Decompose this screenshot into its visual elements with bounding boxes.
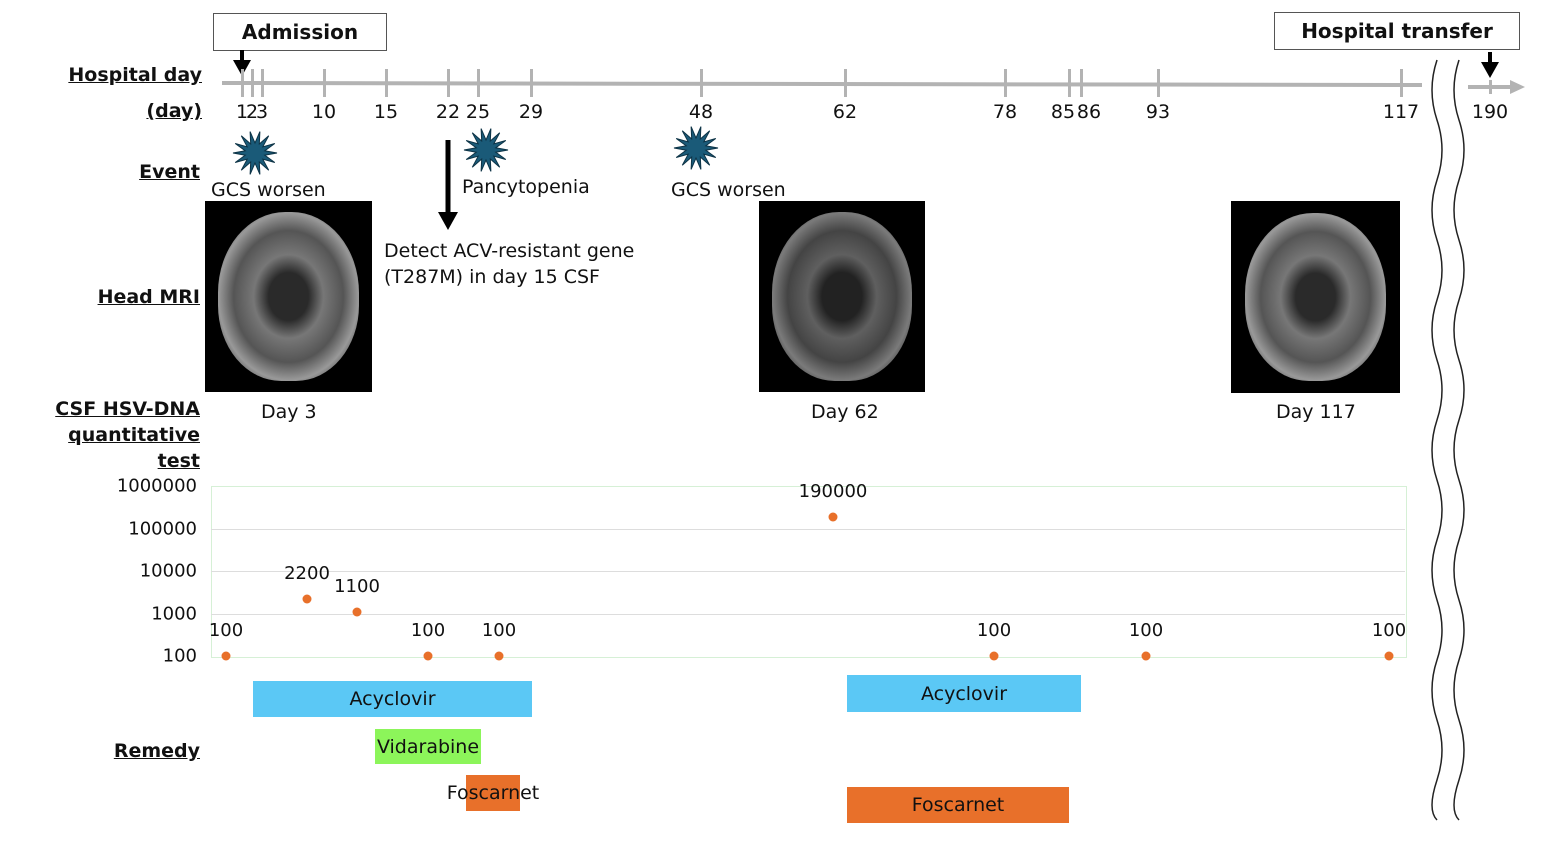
axis-tick: [1489, 80, 1492, 94]
axis-tick-label: 93: [1145, 101, 1171, 123]
event-star-icon: [673, 126, 719, 170]
axis-tick-label: 117: [1382, 101, 1420, 123]
axis-line: [221, 81, 1423, 87]
hospital-transfer-box: Hospital transfer: [1274, 12, 1520, 50]
admission-arrow-icon: [233, 50, 251, 76]
data-point: [423, 651, 433, 661]
event-star-icon: [463, 128, 509, 172]
data-label: 100: [1371, 620, 1407, 641]
axis-tick-label: 62: [832, 101, 858, 123]
gene-annotation-line1: Detect ACV-resistant gene: [384, 240, 635, 262]
axis-tick: [1400, 69, 1403, 97]
gene-detect-arrow-icon: [438, 140, 458, 230]
axis-tick: [477, 69, 480, 97]
axis-tick: [447, 69, 450, 97]
axis-tick-label: 86: [1076, 101, 1102, 123]
axis-tick-label: 1: [235, 101, 249, 123]
mri-image-day117: [1231, 201, 1400, 393]
csf-label-1: CSF HSV-DNA: [55, 398, 200, 420]
axis-tick: [1004, 69, 1007, 97]
data-label: 100: [481, 620, 517, 641]
axis-tick: [530, 69, 533, 97]
y-tick-label: 1000000: [116, 475, 197, 497]
axis-tick-label: 10: [311, 101, 337, 123]
axis-tick-label: 29: [518, 101, 544, 123]
axis-tick-label: 85: [1050, 101, 1076, 123]
data-point: [494, 651, 504, 661]
data-label: 100: [1128, 620, 1164, 641]
mri-caption: Day 3: [261, 401, 317, 423]
data-point: [1384, 651, 1394, 661]
gridline: [211, 528, 1405, 530]
event-star-icon: [232, 131, 278, 175]
remedy-bar-acyclovir: Acyclovir: [253, 681, 532, 717]
axis-tick-label: 25: [465, 101, 491, 123]
mri-image-day3: [205, 201, 372, 392]
day-unit-label: (day): [146, 100, 202, 122]
remedy-bar-foscarnet: Foscarnet: [447, 775, 539, 811]
axis-tick: [1068, 69, 1071, 97]
data-point: [302, 594, 312, 604]
gene-annotation-line2: (T287M) in day 15 CSF: [384, 266, 600, 288]
break-wave-icon: [1431, 59, 1443, 821]
axis-tick-label: 2: [245, 101, 259, 123]
event-label: Event: [139, 161, 200, 183]
axis-tick: [1157, 69, 1160, 97]
axis-tick: [241, 69, 244, 97]
mri-caption: Day 62: [811, 401, 879, 423]
csf-label-3: test: [157, 450, 200, 472]
y-tick-label: 100000: [128, 518, 197, 539]
event-label-pancytopenia: Pancytopenia: [462, 176, 590, 198]
axis-tick: [251, 69, 254, 97]
remedy-label: Remedy: [113, 740, 200, 762]
break-wave-icon: [1453, 59, 1465, 821]
axis-tick: [323, 69, 326, 97]
transfer-label: Hospital transfer: [1301, 19, 1493, 43]
gridline: [211, 613, 1405, 615]
axis-tick-label: 3: [255, 101, 269, 123]
data-label: 100: [208, 620, 244, 641]
axis-tick: [261, 69, 264, 97]
remedy-bar-foscarnet-2: Foscarnet: [847, 787, 1069, 823]
head-mri-label: Head MRI: [97, 286, 200, 308]
data-label: 100: [976, 620, 1012, 641]
admission-box: Admission: [213, 13, 387, 51]
y-tick-label: 10000: [139, 560, 197, 582]
event-label-gcs-worsen-1: GCS worsen: [211, 179, 326, 201]
axis-tick: [1080, 69, 1083, 97]
admission-label: Admission: [241, 20, 359, 44]
data-point: [989, 651, 999, 661]
axis-tick: [700, 69, 703, 97]
event-label-gcs-worsen-2: GCS worsen: [671, 179, 786, 201]
data-label: 190000: [798, 480, 868, 502]
axis-tick: [844, 69, 847, 97]
remedy-bar-vidarabine: Vidarabine: [375, 729, 481, 764]
mri-image-day62: [759, 201, 925, 392]
y-tick-label: 100: [162, 645, 197, 667]
data-point: [221, 651, 231, 661]
csf-chart-plot-area: [211, 486, 1407, 658]
axis-tick: [385, 69, 388, 97]
axis-tick-label: 48: [688, 101, 714, 123]
csf-label-2: quantitative: [68, 424, 200, 446]
data-point: [1141, 651, 1151, 661]
gridline: [211, 571, 1405, 572]
y-tick-label: 1000: [151, 603, 197, 624]
data-label: 1100: [334, 575, 380, 597]
axis-tick-label: 15: [373, 101, 399, 123]
hospital-day-label: Hospital day: [68, 64, 202, 86]
axis-arrow-icon: [1510, 80, 1525, 94]
axis-tick-label: 78: [992, 101, 1018, 123]
data-label: 2200: [284, 562, 330, 584]
axis-tick-label: 190: [1471, 101, 1509, 123]
axis-tick-label: 22: [435, 101, 461, 123]
data-point: [828, 512, 838, 522]
data-point: [352, 607, 362, 617]
mri-caption: Day 117: [1276, 401, 1356, 423]
transfer-arrow-icon: [1481, 52, 1499, 78]
data-label: 100: [410, 620, 446, 641]
remedy-bar-acyclovir-2: Acyclovir: [847, 675, 1081, 712]
